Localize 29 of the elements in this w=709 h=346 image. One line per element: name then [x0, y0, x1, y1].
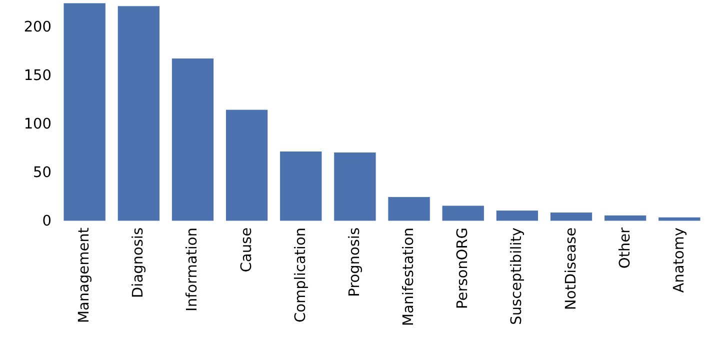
y-tick-label: 0 [42, 214, 52, 230]
x-tick-label: Prognosis [346, 228, 363, 297]
bar [604, 214, 647, 222]
x-tick-label: NotDisease [563, 227, 580, 310]
x-tick-label: PersonORG [455, 228, 472, 309]
x-tick-label: Other [617, 227, 634, 269]
x-tick-label: Complication [292, 228, 309, 323]
x-tick-label: Information [184, 228, 201, 312]
x-tick-label: Management [76, 227, 93, 324]
x-tick-label: Susceptibility [509, 227, 526, 325]
bar [280, 150, 322, 222]
bar [63, 2, 106, 222]
bar [442, 205, 484, 222]
bar [496, 210, 539, 222]
x-tick-label: Manifestation [401, 228, 418, 326]
y-tick-label: 200 [24, 20, 52, 36]
y-tick-label: 150 [24, 68, 52, 84]
y-tick-label: 50 [33, 165, 52, 182]
y-tick-label: 100 [24, 116, 52, 133]
bar [658, 216, 701, 222]
bar [334, 152, 376, 222]
bar [117, 6, 160, 222]
bar [388, 196, 430, 222]
x-tick-label: Cause [238, 227, 255, 272]
bar [171, 58, 214, 222]
bar [550, 212, 593, 222]
bar [225, 109, 268, 222]
x-tick-label: Diagnosis [130, 228, 147, 298]
x-tick-label: Anatomy [671, 227, 688, 293]
